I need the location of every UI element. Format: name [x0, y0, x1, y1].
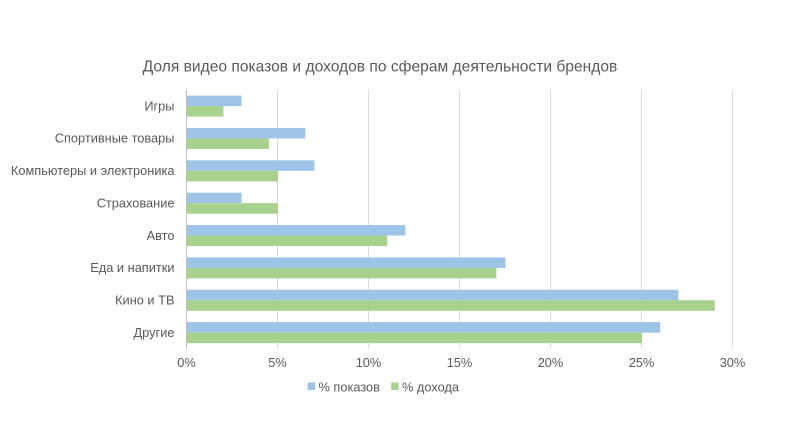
- svg-text:% дохода: % дохода: [402, 380, 460, 395]
- svg-text:10%: 10%: [356, 355, 382, 370]
- svg-text:25%: 25%: [629, 355, 655, 370]
- svg-text:% показов: % показов: [319, 380, 381, 395]
- svg-text:Другие: Другие: [134, 325, 175, 340]
- svg-text:Доля видео показов и доходов п: Доля видео показов и доходов по сферам д…: [143, 59, 618, 76]
- svg-text:20%: 20%: [538, 355, 564, 370]
- svg-text:Авто: Авто: [147, 228, 175, 243]
- svg-text:Игры: Игры: [144, 98, 174, 113]
- svg-text:0%: 0%: [177, 355, 196, 370]
- svg-text:15%: 15%: [447, 355, 473, 370]
- svg-text:Компьютеры и электроника: Компьютеры и электроника: [11, 163, 175, 178]
- svg-text:Страхование: Страхование: [97, 195, 175, 210]
- svg-text:Спортивные товары: Спортивные товары: [55, 131, 175, 146]
- svg-text:30%: 30%: [720, 355, 746, 370]
- svg-text:Кино и ТВ: Кино и ТВ: [115, 293, 174, 308]
- svg-text:Еда и напитки: Еда и напитки: [90, 260, 174, 275]
- svg-text:5%: 5%: [268, 355, 287, 370]
